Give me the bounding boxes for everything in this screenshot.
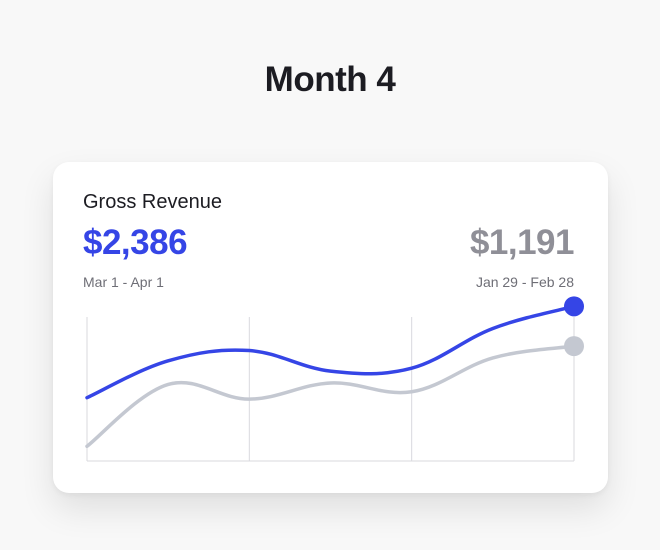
gross-revenue-card: Gross Revenue $2,386 $1,191 Mar 1 - Apr …	[53, 162, 608, 493]
card-label: Gross Revenue	[83, 191, 222, 213]
previous-period-range: Jan 29 - Feb 28	[475, 274, 574, 290]
previous-period-line	[85, 344, 576, 449]
current-period-endpoint	[564, 296, 584, 317]
previous-period-endpoint	[564, 336, 584, 357]
chart-grid	[86, 317, 575, 462]
page-title: Month 4	[264, 60, 396, 99]
current-period-value: $2,386	[83, 223, 188, 262]
previous-period-value: $1,191	[469, 223, 575, 262]
chart-series	[85, 296, 584, 449]
current-period-line	[85, 304, 576, 400]
current-period-range: Mar 1 - Apr 1	[83, 274, 164, 290]
revenue-line-chart	[85, 296, 584, 462]
